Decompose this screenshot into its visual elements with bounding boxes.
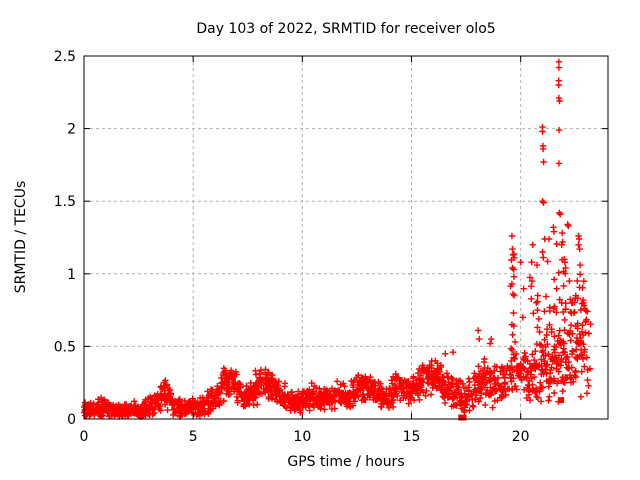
y-tick-label: 1 (67, 267, 76, 283)
y-tick-label: 0 (67, 412, 76, 428)
tick-labels: 0 5 10 15 20 0 0.5 1 1.5 2 2.5 (54, 49, 530, 445)
x-tick-label: 15 (403, 429, 421, 445)
y-tick-label: 1.5 (54, 194, 76, 210)
y-tick-label: 2.5 (54, 49, 76, 65)
plot-frame (83, 55, 609, 420)
x-tick-label: 5 (189, 429, 198, 445)
data-points-layer (80, 58, 594, 421)
plot-border (83, 55, 609, 420)
square-marker (558, 397, 565, 404)
y-axis-label: SRMTID / TECUs (13, 181, 29, 294)
x-tick-label: 0 (80, 429, 89, 445)
chart-title: Day 103 of 2022, SRMTID for receiver olo… (196, 21, 495, 37)
scatter-band-points (80, 240, 594, 420)
x-tick-label: 10 (293, 429, 311, 445)
x-tick-label: 20 (512, 429, 530, 445)
y-tick-label: 2 (67, 122, 76, 138)
x-axis-label: GPS time / hours (287, 454, 404, 470)
square-marker (460, 414, 467, 421)
scatter-outlier-points (442, 58, 588, 357)
y-tick-label: 0.5 (54, 339, 76, 355)
